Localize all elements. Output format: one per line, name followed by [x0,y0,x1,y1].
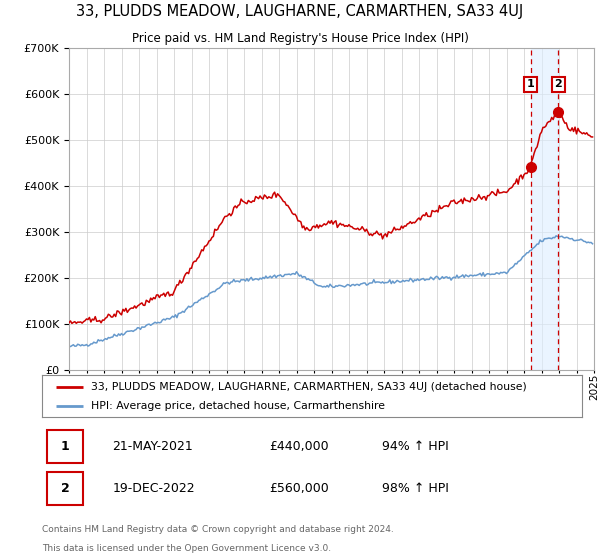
Text: Contains HM Land Registry data © Crown copyright and database right 2024.: Contains HM Land Registry data © Crown c… [42,525,394,534]
Text: 2: 2 [554,80,562,90]
Text: 21-MAY-2021: 21-MAY-2021 [112,440,193,453]
Text: This data is licensed under the Open Government Licence v3.0.: This data is licensed under the Open Gov… [42,544,331,553]
Text: 94% ↑ HPI: 94% ↑ HPI [382,440,449,453]
Text: £560,000: £560,000 [269,482,329,495]
FancyBboxPatch shape [47,430,83,464]
Text: 1: 1 [61,440,70,453]
Text: 98% ↑ HPI: 98% ↑ HPI [382,482,449,495]
Text: 1: 1 [527,80,535,90]
Text: Price paid vs. HM Land Registry's House Price Index (HPI): Price paid vs. HM Land Registry's House … [131,31,469,45]
Text: 33, PLUDDS MEADOW, LAUGHARNE, CARMARTHEN, SA33 4UJ (detached house): 33, PLUDDS MEADOW, LAUGHARNE, CARMARTHEN… [91,381,526,391]
FancyBboxPatch shape [47,472,83,505]
Text: 19-DEC-2022: 19-DEC-2022 [112,482,195,495]
Text: 33, PLUDDS MEADOW, LAUGHARNE, CARMARTHEN, SA33 4UJ: 33, PLUDDS MEADOW, LAUGHARNE, CARMARTHEN… [76,4,524,20]
Text: £440,000: £440,000 [269,440,328,453]
Text: HPI: Average price, detached house, Carmarthenshire: HPI: Average price, detached house, Carm… [91,401,385,411]
Bar [530,48,559,370]
Text: 2: 2 [61,482,70,495]
